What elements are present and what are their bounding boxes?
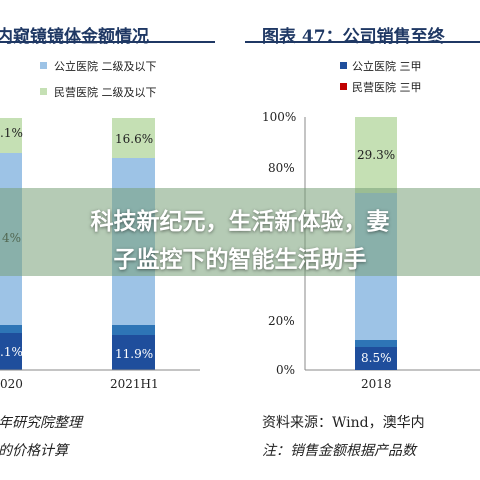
bar-segment (355, 347, 397, 370)
bar-label: .1% (0, 126, 23, 140)
y-tick-label: 100% (262, 110, 297, 124)
note: 注：销售金额根据产品数 (262, 443, 416, 459)
overlay-band (0, 188, 480, 276)
legend-label: 民营医院 二级及以下 (54, 86, 157, 99)
bar-segment (355, 117, 397, 193)
legend-label: 民营医院 三甲 (352, 81, 422, 94)
bar-label: 16.6% (115, 132, 154, 146)
bar-segment (112, 325, 155, 335)
x-label: 2021H1 (110, 377, 159, 391)
source: 年研究院整理 (0, 415, 82, 431)
y-tick-label: 80% (268, 161, 295, 175)
legend-label: 公立医院 二级及以下 (54, 60, 157, 73)
legend-swatch (40, 62, 47, 69)
x-label: 020 (0, 377, 23, 391)
bar-segment (112, 118, 155, 158)
bar-label: 11.9% (115, 347, 154, 361)
left-title: 内窥镜镜体金额情况 (0, 27, 149, 47)
y-tick-label: 0% (276, 363, 296, 377)
note: 的价格计算 (0, 443, 68, 459)
legend-swatch (40, 88, 47, 95)
bar-label: 29.3% (357, 148, 396, 162)
source: 资料来源：Wind，澳华内 (262, 415, 425, 431)
bar-label: .1% (0, 345, 23, 359)
headline: 科技新纪元，生活新体验，妻 (90, 209, 390, 235)
legend-swatch (340, 83, 347, 90)
bar-segment (0, 118, 22, 153)
bar-segment (355, 340, 397, 347)
bar-segment (112, 335, 155, 370)
headline: 子监控下的智能生活助手 (113, 247, 367, 273)
y-tick-label: 20% (268, 314, 295, 328)
bar-segment (0, 333, 22, 370)
legend-label: 公立医院 三甲 (352, 60, 422, 73)
bar-segment (0, 325, 22, 333)
legend-swatch (340, 62, 347, 69)
bar-label: 8.5% (361, 351, 392, 365)
right-title: 图表 47：公司销售至终 (262, 27, 445, 47)
x-label: 2018 (361, 377, 392, 391)
